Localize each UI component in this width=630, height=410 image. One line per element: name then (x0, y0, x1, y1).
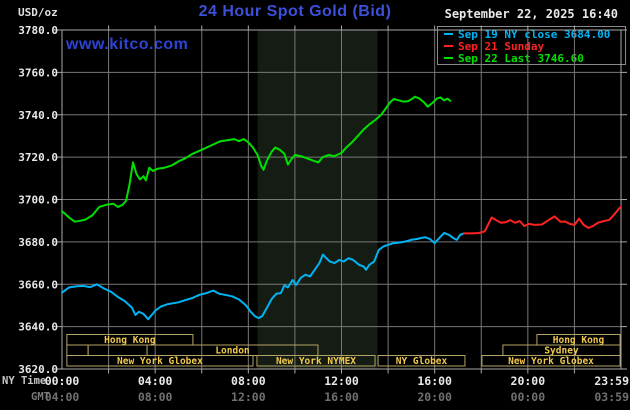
legend-item-label: Sep 19 NY close 3684.00 (458, 27, 611, 41)
x-tick-label-gmt: 04:00 (45, 390, 80, 404)
session-box (87, 344, 148, 356)
x-tick-label-gmt: 16:00 (324, 390, 359, 404)
x-tick-label-gmt: 20:00 (417, 390, 452, 404)
x-tick-label-gmt: 00:00 (511, 390, 546, 404)
y-tick-label: 3740.0 (18, 109, 58, 122)
legend-item: Sep 22 Last 3746.60 (444, 51, 625, 65)
y-tick-label: 3760.0 (18, 66, 58, 79)
session-label: New York Globex (508, 356, 594, 367)
x-tick-label-ny: 12:00 (324, 374, 359, 388)
session-box (66, 344, 89, 356)
session-label: New York NYMEX (276, 356, 356, 367)
session-label: Sydney (544, 346, 579, 357)
legend-item: Sep 21 Sunday (444, 39, 625, 53)
kitco-watermark-link[interactable]: www.kitco.com (66, 36, 189, 53)
units-label: USD/oz (18, 6, 58, 19)
x-tick-label-ny: 08:00 (231, 374, 266, 388)
session-box (66, 355, 254, 367)
session-box (377, 355, 466, 367)
y-tick-label: 3700.0 (18, 194, 58, 207)
y-tick-label: 3640.0 (18, 321, 58, 334)
legend-line-swatch (444, 33, 453, 35)
series-line-sep-22-last (61, 95, 452, 223)
chart-title: 24 Hour Spot Gold (Bid) (198, 3, 392, 20)
series-line-sep-21-sunday (462, 205, 622, 235)
gmt-axis-caption: GMT (31, 391, 50, 403)
y-tick-label: 3720.0 (18, 151, 58, 164)
session-box (256, 355, 376, 367)
legend-line-swatch (444, 57, 453, 59)
x-tick-label-ny: 23:59 (594, 374, 629, 388)
legend-item: Sep 19 NY close 3684.00 (444, 27, 625, 41)
legend-item-label: Sep 21 Sunday (458, 39, 545, 53)
y-tick-label: 3620.0 (18, 363, 58, 376)
legend-line-swatch (444, 45, 453, 47)
series-line-sep-19-ny-close (61, 232, 465, 321)
legend-item-label: Sep 22 Last 3746.60 (458, 51, 584, 65)
datetime-label: September 22, 2025 16:40 (444, 7, 618, 21)
session-label: London (215, 346, 249, 357)
y-tick-label: 3660.0 (18, 278, 58, 291)
x-tick-label-gmt: 03:59 (594, 390, 629, 404)
x-tick-label-ny: 04:00 (138, 374, 173, 388)
session-box (481, 355, 621, 367)
session-label: NY Globex (396, 356, 448, 367)
x-tick-label-gmt: 12:00 (231, 390, 266, 404)
session-label: Hong Kong (553, 335, 605, 346)
x-tick-label-ny: 20:00 (511, 374, 546, 388)
session-label: New York Globex (117, 356, 203, 367)
session-label: Hong Kong (104, 335, 156, 346)
ny-time-axis-caption: NY Time (2, 375, 47, 387)
y-tick-label: 3680.0 (18, 236, 58, 249)
y-tick-label: 3780.0 (18, 24, 58, 37)
legend: Sep 19 NY close 3684.00 Sep 21 Sunday Se… (437, 26, 626, 65)
x-tick-label-ny: 16:00 (417, 374, 452, 388)
x-tick-label-gmt: 08:00 (138, 390, 173, 404)
x-tick-label-ny: 00:00 (45, 374, 80, 388)
